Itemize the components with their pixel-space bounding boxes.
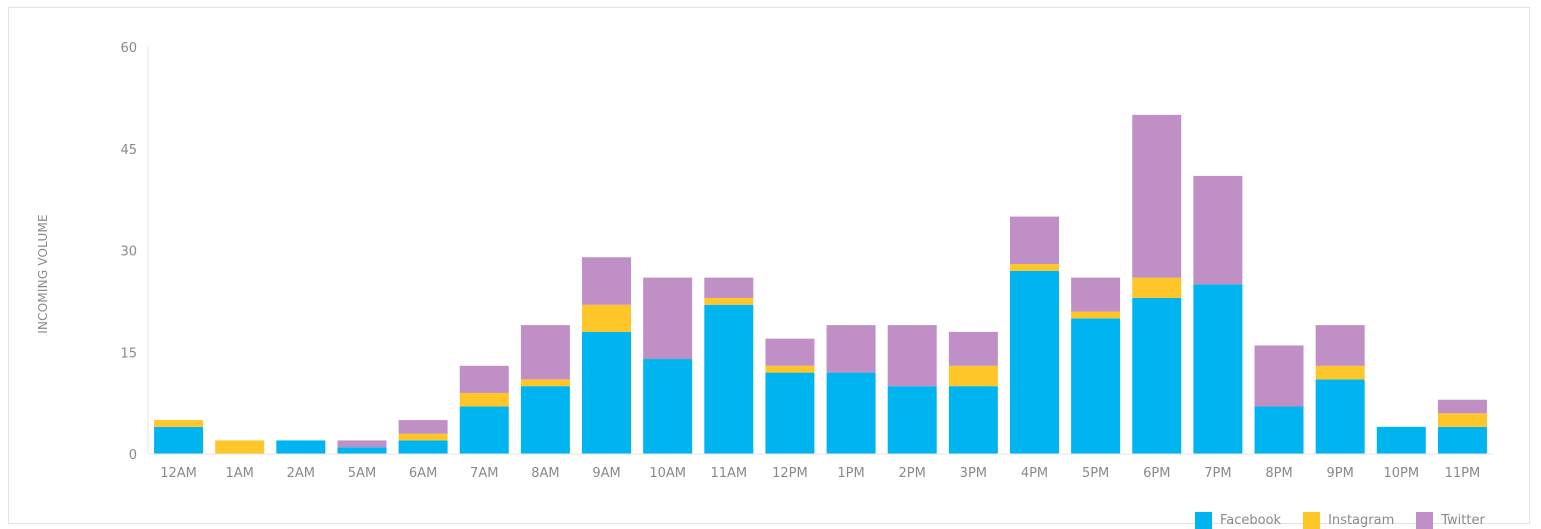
bar-instagram-6am[interactable] bbox=[398, 433, 448, 441]
x-tick-label: 2PM bbox=[899, 466, 926, 481]
legend: Facebook Instagram Twitter bbox=[1195, 512, 1485, 529]
bar-twitter-10am[interactable] bbox=[643, 277, 693, 360]
bar-facebook-10am[interactable] bbox=[643, 359, 693, 454]
bar-facebook-3pm[interactable] bbox=[948, 386, 998, 454]
bar-facebook-5am[interactable] bbox=[337, 447, 387, 454]
y-tick-label: 60 bbox=[120, 41, 137, 56]
legend-label: Twitter bbox=[1441, 513, 1485, 528]
bar-twitter-6am[interactable] bbox=[398, 420, 448, 434]
x-tick-label: 5PM bbox=[1082, 466, 1109, 481]
bar-instagram-1am[interactable] bbox=[215, 440, 265, 454]
bar-twitter-4pm[interactable] bbox=[1009, 216, 1059, 265]
bar-twitter-5am[interactable] bbox=[337, 440, 387, 448]
bar-facebook-8am[interactable] bbox=[520, 386, 570, 454]
bar-twitter-6pm[interactable] bbox=[1132, 114, 1182, 278]
bar-facebook-7am[interactable] bbox=[459, 406, 509, 454]
bar-instagram-4pm[interactable] bbox=[1009, 264, 1059, 271]
x-tick-label: 7PM bbox=[1204, 466, 1231, 481]
legend-item-instagram[interactable]: Instagram bbox=[1303, 512, 1394, 529]
x-tick-label: 11PM bbox=[1445, 466, 1481, 481]
bar-facebook-1pm[interactable] bbox=[826, 372, 876, 454]
legend-label: Instagram bbox=[1328, 513, 1395, 528]
bar-instagram-3pm[interactable] bbox=[948, 365, 998, 387]
bar-instagram-12pm[interactable] bbox=[765, 365, 815, 373]
bar-facebook-5pm[interactable] bbox=[1071, 318, 1121, 454]
bar-facebook-10pm[interactable] bbox=[1376, 426, 1426, 454]
legend-item-twitter[interactable]: Twitter bbox=[1416, 512, 1485, 529]
bar-facebook-12am[interactable] bbox=[154, 426, 204, 454]
bar-facebook-6pm[interactable] bbox=[1132, 297, 1182, 454]
y-axis: 0 15 30 45 60 bbox=[120, 41, 149, 463]
bar-twitter-7pm[interactable] bbox=[1193, 175, 1243, 285]
bar-twitter-3pm[interactable] bbox=[948, 331, 998, 366]
x-tick-label: 10PM bbox=[1383, 466, 1419, 481]
bar-twitter-11am[interactable] bbox=[704, 277, 754, 298]
bar-instagram-8am[interactable] bbox=[520, 379, 570, 387]
bar-twitter-9pm[interactable] bbox=[1315, 325, 1365, 366]
bar-twitter-8pm[interactable] bbox=[1254, 345, 1304, 407]
bar-facebook-11am[interactable] bbox=[704, 304, 754, 454]
bars bbox=[154, 114, 1487, 454]
bar-facebook-8pm[interactable] bbox=[1254, 406, 1304, 454]
bar-twitter-7am[interactable] bbox=[459, 365, 509, 393]
x-tick-label: 12PM bbox=[772, 466, 808, 481]
x-tick-label: 6AM bbox=[409, 466, 437, 481]
x-tick-label: 1PM bbox=[837, 466, 864, 481]
x-axis: 12AM 1AM 2AM 5AM 6AM 7AM 8AM 9AM 10AM 11AM 12PM 1PM… bbox=[148, 453, 1493, 481]
bar-instagram-9am[interactable] bbox=[582, 304, 632, 332]
bar-instagram-11pm[interactable] bbox=[1437, 413, 1487, 427]
legend-label: Facebook bbox=[1220, 513, 1282, 528]
bar-twitter-1pm[interactable] bbox=[826, 325, 876, 373]
y-axis-title: INCOMING VOLUME bbox=[36, 214, 50, 334]
x-tick-label: 7AM bbox=[470, 466, 498, 481]
x-tick-label: 1AM bbox=[226, 466, 254, 481]
y-tick-label: 15 bbox=[120, 346, 137, 361]
bar-instagram-12am[interactable] bbox=[154, 420, 204, 427]
x-tick-label: 6PM bbox=[1143, 466, 1170, 481]
legend-swatch bbox=[1416, 512, 1434, 529]
bar-twitter-12pm[interactable] bbox=[765, 338, 815, 366]
x-tick-label: 5AM bbox=[348, 466, 376, 481]
bar-facebook-2am[interactable] bbox=[276, 440, 326, 454]
bar-facebook-11pm[interactable] bbox=[1437, 426, 1487, 454]
bar-facebook-9am[interactable] bbox=[582, 331, 632, 454]
legend-item-facebook[interactable]: Facebook bbox=[1195, 512, 1281, 529]
bar-facebook-12pm[interactable] bbox=[765, 372, 815, 454]
bar-instagram-11am[interactable] bbox=[704, 297, 754, 305]
legend-swatch bbox=[1303, 512, 1321, 529]
bar-twitter-5pm[interactable] bbox=[1071, 277, 1121, 312]
x-tick-label: 9AM bbox=[592, 466, 620, 481]
y-tick-label: 45 bbox=[120, 143, 137, 158]
x-tick-label: 9PM bbox=[1326, 466, 1353, 481]
bar-twitter-9am[interactable] bbox=[582, 257, 632, 305]
y-tick-label: 0 bbox=[129, 448, 137, 463]
bar-facebook-7pm[interactable] bbox=[1193, 284, 1243, 454]
bar-instagram-5pm[interactable] bbox=[1071, 311, 1121, 319]
bar-twitter-2pm[interactable] bbox=[887, 325, 937, 387]
bar-facebook-6am[interactable] bbox=[398, 440, 448, 454]
bar-instagram-7am[interactable] bbox=[459, 392, 509, 407]
bar-facebook-2pm[interactable] bbox=[887, 386, 937, 454]
bar-facebook-9pm[interactable] bbox=[1315, 379, 1365, 454]
x-tick-label: 8PM bbox=[1265, 466, 1292, 481]
bar-twitter-11pm[interactable] bbox=[1437, 399, 1487, 414]
bar-instagram-6pm[interactable] bbox=[1132, 277, 1182, 298]
x-tick-label: 4PM bbox=[1021, 466, 1048, 481]
y-tick-label: 30 bbox=[120, 245, 137, 260]
bar-twitter-8am[interactable] bbox=[520, 325, 570, 380]
x-tick-label: 8AM bbox=[531, 466, 559, 481]
x-tick-label: 2AM bbox=[287, 466, 315, 481]
bar-facebook-4pm[interactable] bbox=[1009, 270, 1059, 454]
x-tick-label: 3PM bbox=[960, 466, 987, 481]
bar-instagram-9pm[interactable] bbox=[1315, 365, 1365, 380]
legend-swatch bbox=[1195, 512, 1212, 529]
x-tick-label: 12AM bbox=[160, 466, 197, 481]
x-tick-label: 10AM bbox=[649, 466, 686, 481]
x-tick-label: 11AM bbox=[710, 466, 747, 481]
